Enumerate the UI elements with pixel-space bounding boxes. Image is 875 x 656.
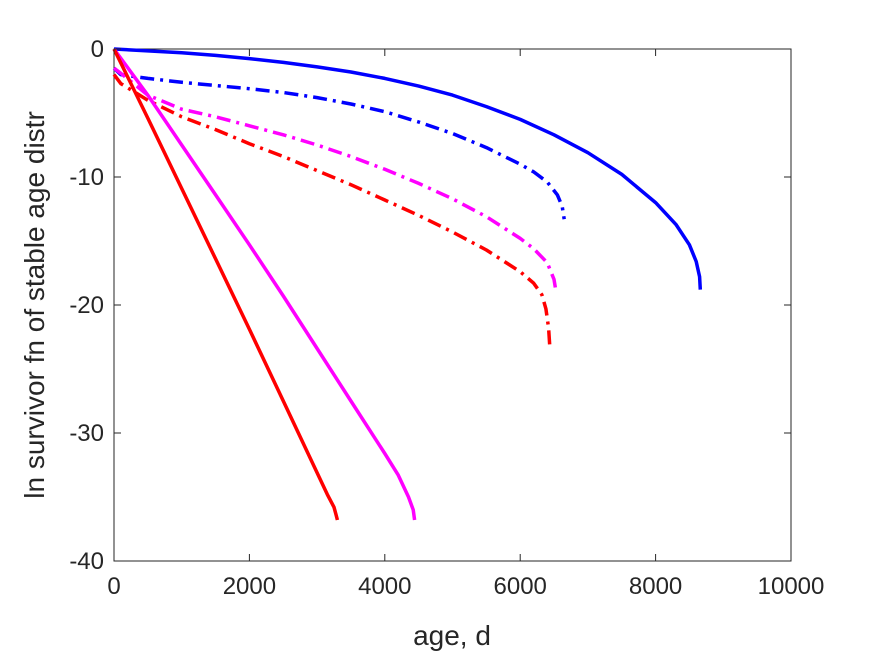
x-tick-label: 0 [107,573,120,600]
y-tick-label: -10 [69,164,104,191]
series-layer [112,47,703,521]
axis-layer: 0 2000 4000 6000 8000 10000 0 -10 -20 -30 -40 [69,36,824,600]
series-line-2 [112,66,566,220]
series-line-3 [112,66,558,293]
y-tick-label: 0 [91,36,104,63]
series-line-4 [112,73,552,350]
series-line-5 [112,47,417,521]
x-tick-label: 6000 [494,573,547,600]
y-tick-label: -40 [69,548,104,575]
plot-area [113,48,792,562]
y-tick-label: -30 [69,420,104,447]
x-tick-label: 2000 [223,573,276,600]
y-axis-label: ln survivor fn of stable age distr [19,111,50,499]
x-tick-label: 8000 [629,573,682,600]
series-line-6 [112,48,340,521]
series-line-1 [113,47,703,290]
x-tick-label: 4000 [358,573,411,600]
x-axis-label: age, d [413,620,491,651]
x-tick-label: 10000 [758,573,825,600]
y-tick-label: -20 [69,292,104,319]
